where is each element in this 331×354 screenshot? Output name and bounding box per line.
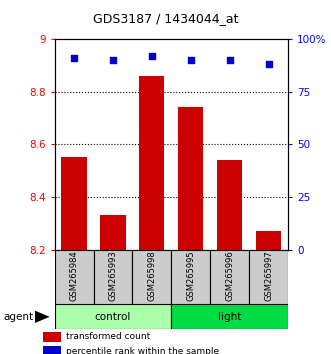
Point — [266, 61, 271, 67]
Bar — [171, 304, 288, 329]
Text: transformed count: transformed count — [66, 332, 150, 341]
Bar — [139, 76, 165, 250]
Text: percentile rank within the sample: percentile rank within the sample — [66, 347, 219, 354]
Text: GSM265995: GSM265995 — [186, 251, 195, 301]
Bar — [100, 215, 125, 250]
Text: GSM265984: GSM265984 — [70, 251, 78, 301]
Text: GDS3187 / 1434044_at: GDS3187 / 1434044_at — [93, 12, 238, 25]
Bar — [249, 250, 288, 304]
Text: light: light — [218, 312, 241, 322]
Bar — [93, 250, 132, 304]
Bar — [210, 250, 249, 304]
Bar — [171, 250, 210, 304]
Point — [110, 57, 116, 63]
Text: agent: agent — [3, 312, 33, 322]
Point — [227, 57, 232, 63]
Bar — [217, 160, 242, 250]
Text: GSM265998: GSM265998 — [147, 251, 156, 301]
Text: GSM265996: GSM265996 — [225, 251, 234, 301]
Point — [71, 55, 77, 61]
Bar — [55, 250, 93, 304]
Bar — [43, 332, 61, 342]
Bar — [178, 107, 203, 250]
Bar — [62, 158, 87, 250]
Point — [188, 57, 193, 63]
Bar — [256, 231, 281, 250]
Text: GSM265993: GSM265993 — [109, 251, 118, 301]
Bar — [43, 346, 61, 354]
Bar — [132, 250, 171, 304]
Text: GSM265997: GSM265997 — [264, 251, 273, 301]
Bar — [55, 304, 171, 329]
Text: control: control — [95, 312, 131, 322]
Point — [149, 53, 155, 59]
Polygon shape — [35, 310, 50, 323]
